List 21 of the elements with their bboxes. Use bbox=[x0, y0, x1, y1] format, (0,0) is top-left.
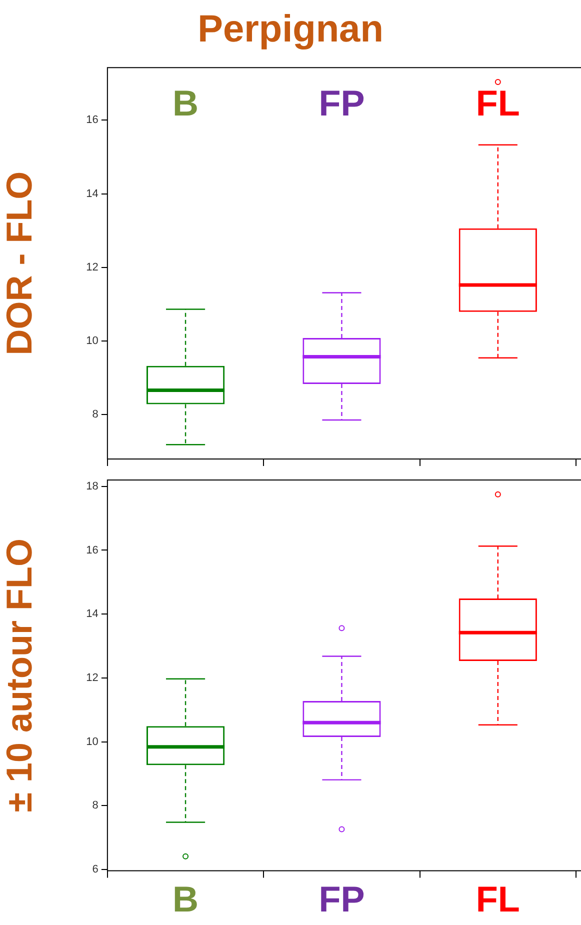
y-tick-label: 18 bbox=[86, 480, 98, 492]
y-tick-label: 14 bbox=[86, 608, 98, 620]
y-axis-title: DOR - FLO bbox=[0, 171, 40, 356]
y-tick-label: 8 bbox=[92, 408, 98, 421]
y-tick-label: 12 bbox=[86, 672, 98, 684]
x-tick-label: FL bbox=[476, 82, 520, 124]
x-tick-label: B bbox=[172, 878, 199, 920]
x-tick-label: FL bbox=[476, 878, 520, 920]
x-tick-label: FP bbox=[318, 82, 365, 124]
y-tick-label: 8 bbox=[92, 800, 98, 812]
y-tick-label: 6 bbox=[92, 864, 98, 876]
x-tick-label: B bbox=[172, 82, 199, 124]
y-tick-label: 12 bbox=[86, 261, 98, 274]
y-tick-label: 14 bbox=[86, 188, 98, 200]
y-tick-label: 16 bbox=[86, 114, 98, 126]
chart-title: Perpignan bbox=[198, 8, 384, 50]
y-axis-title: ± 10 autour FLO bbox=[0, 538, 40, 812]
y-tick-label: 10 bbox=[86, 334, 98, 347]
y-tick-label: 16 bbox=[86, 544, 98, 556]
x-tick-label: FP bbox=[318, 878, 365, 920]
y-tick-label: 10 bbox=[86, 736, 98, 748]
